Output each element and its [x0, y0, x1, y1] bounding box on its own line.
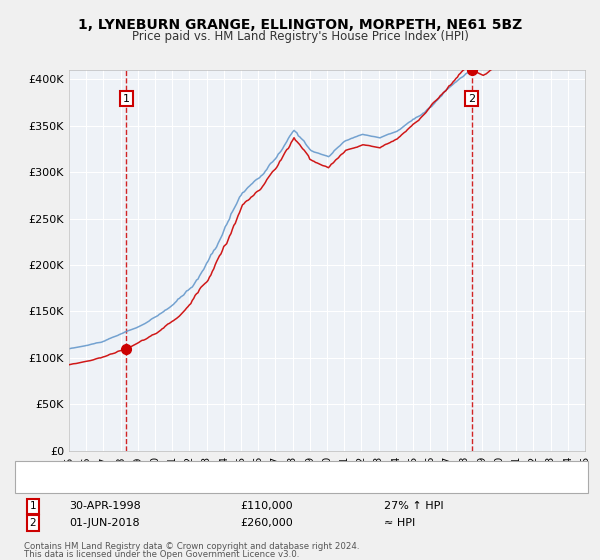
Text: 30-APR-1998: 30-APR-1998 [69, 501, 141, 511]
Text: £260,000: £260,000 [240, 518, 293, 528]
Text: 1: 1 [29, 501, 37, 511]
Text: 2: 2 [468, 94, 475, 104]
Text: £110,000: £110,000 [240, 501, 293, 511]
Text: 1, LYNEBURN GRANGE, ELLINGTON, MORPETH, NE61 5BZ (detached house): 1, LYNEBURN GRANGE, ELLINGTON, MORPETH, … [63, 464, 432, 474]
Text: 1: 1 [123, 94, 130, 104]
Text: 2: 2 [29, 518, 37, 528]
Text: This data is licensed under the Open Government Licence v3.0.: This data is licensed under the Open Gov… [24, 550, 299, 559]
Text: 27% ↑ HPI: 27% ↑ HPI [384, 501, 443, 511]
Text: ——: —— [30, 474, 63, 492]
Text: 1, LYNEBURN GRANGE, ELLINGTON, MORPETH, NE61 5BZ: 1, LYNEBURN GRANGE, ELLINGTON, MORPETH, … [78, 18, 522, 32]
Text: ≈ HPI: ≈ HPI [384, 518, 415, 528]
Text: 01-JUN-2018: 01-JUN-2018 [69, 518, 140, 528]
Text: Contains HM Land Registry data © Crown copyright and database right 2024.: Contains HM Land Registry data © Crown c… [24, 542, 359, 551]
Text: HPI: Average price, detached house, Northumberland: HPI: Average price, detached house, Nort… [63, 478, 325, 488]
Text: ——: —— [30, 460, 63, 478]
Text: Price paid vs. HM Land Registry's House Price Index (HPI): Price paid vs. HM Land Registry's House … [131, 30, 469, 43]
